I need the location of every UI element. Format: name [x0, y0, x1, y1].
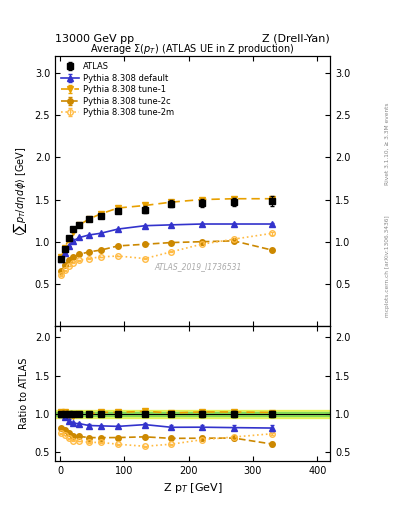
Y-axis label: $\langle\sum p_T/d\eta\,d\phi\rangle$ [GeV]: $\langle\sum p_T/d\eta\,d\phi\rangle$ [G…: [11, 146, 29, 236]
X-axis label: Z p$_T$ [GeV]: Z p$_T$ [GeV]: [163, 481, 222, 495]
Text: Rivet 3.1.10, ≥ 3.3M events: Rivet 3.1.10, ≥ 3.3M events: [385, 102, 389, 185]
Bar: [55, 412, 330, 416]
Text: Z (Drell-Yan): Z (Drell-Yan): [263, 33, 330, 44]
Legend: ATLAS, Pythia 8.308 default, Pythia 8.308 tune-1, Pythia 8.308 tune-2c, Pythia 8: ATLAS, Pythia 8.308 default, Pythia 8.30…: [59, 60, 175, 119]
Title: Average $\Sigma(p_T)$ (ATLAS UE in Z production): Average $\Sigma(p_T)$ (ATLAS UE in Z pro…: [90, 42, 295, 56]
Y-axis label: Ratio to ATLAS: Ratio to ATLAS: [19, 358, 29, 429]
Text: 13000 GeV pp: 13000 GeV pp: [55, 33, 134, 44]
Text: mcplots.cern.ch [arXiv:1306.3436]: mcplots.cern.ch [arXiv:1306.3436]: [385, 216, 389, 317]
Text: ATLAS_2019_I1736531: ATLAS_2019_I1736531: [154, 262, 242, 271]
Bar: [55, 410, 330, 418]
